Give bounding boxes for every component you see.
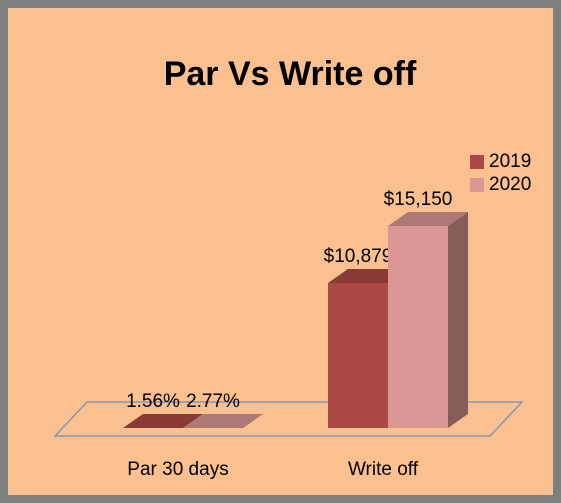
bar-top: [388, 212, 468, 226]
bar-front: [328, 282, 388, 428]
data-label: $15,150: [384, 189, 453, 210]
chart-title: Par Vs Write off: [164, 55, 417, 93]
legend-label: 2020: [489, 174, 531, 195]
bar-top: [183, 413, 263, 428]
bar: [183, 413, 263, 428]
bar-front: [388, 226, 448, 428]
legend-swatch: [470, 155, 484, 169]
legend-label: 2019: [489, 151, 531, 172]
legend-swatch: [470, 178, 484, 192]
x-tick-label: Par 30 days: [127, 459, 228, 480]
data-label: $10,879: [324, 246, 393, 267]
bar: [388, 212, 468, 428]
data-label: 1.56%: [126, 391, 180, 412]
bar-side: [243, 413, 263, 428]
x-tick-label: Write off: [348, 459, 419, 480]
bar-top: [123, 413, 203, 428]
floor: [53, 401, 524, 437]
data-label: 2.77%: [186, 391, 240, 412]
bar-side: [448, 212, 468, 428]
